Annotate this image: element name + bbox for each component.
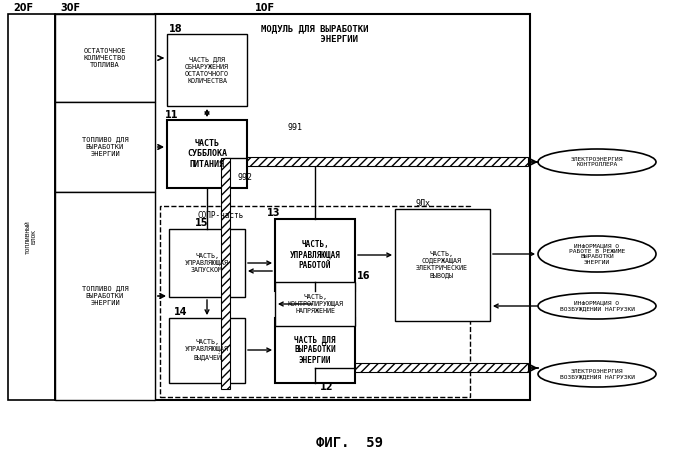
Text: ТОПЛИВО ДЛЯ
ВЫРАБОТКИ
ЭНЕРГИИ: ТОПЛИВО ДЛЯ ВЫРАБОТКИ ЭНЕРГИИ	[82, 137, 129, 157]
Text: ЭЛЕКТРОЭНЕРГИЯ
ВОЗБУЖДЕНИЯ НАГРУЗКИ: ЭЛЕКТРОЭНЕРГИЯ ВОЗБУЖДЕНИЯ НАГРУЗКИ	[559, 369, 635, 380]
Text: 18: 18	[169, 24, 182, 34]
Text: 30F: 30F	[60, 3, 80, 13]
Text: СОПР-часть: СОПР-часть	[198, 212, 244, 221]
Text: ЭЛЕКТРОЭНЕРГИЯ
КОНТРОЛЛЕРА: ЭЛЕКТРОЭНЕРГИЯ КОНТРОЛЛЕРА	[571, 157, 624, 168]
Bar	[221, 158, 230, 389]
Ellipse shape	[538, 361, 656, 387]
Bar	[395, 209, 490, 321]
Bar	[160, 206, 470, 397]
Bar	[55, 102, 155, 192]
Text: ОСТАТОЧНОЕ
КОЛИЧЕСТВО
ТОПЛИВА: ОСТАТОЧНОЕ КОЛИЧЕСТВО ТОПЛИВА	[84, 48, 127, 68]
Text: ФИГ.  59: ФИГ. 59	[315, 436, 382, 450]
Text: МОДУЛЬ ДЛЯ ВЫРАБОТКИ
         ЭНЕРГИИ: МОДУЛЬ ДЛЯ ВЫРАБОТКИ ЭНЕРГИИ	[261, 24, 369, 43]
Bar	[247, 157, 528, 166]
Bar	[169, 318, 245, 383]
Ellipse shape	[538, 236, 656, 272]
Text: ЧАСТЬ,
КОНТРОЛИРУЮЩАЯ
НАПРЯЖЕНИЕ: ЧАСТЬ, КОНТРОЛИРУЮЩАЯ НАПРЯЖЕНИЕ	[287, 294, 343, 314]
Text: ЧАСТЬ
СУББЛОКА
ПИТАНИЯ: ЧАСТЬ СУББЛОКА ПИТАНИЯ	[187, 139, 227, 169]
Bar	[155, 14, 530, 400]
Ellipse shape	[538, 149, 656, 175]
Text: ЧАСТЬ,
УПРАВЛЯЮЩАЯ
ЗАПУСКОМ: ЧАСТЬ, УПРАВЛЯЮЩАЯ ЗАПУСКОМ	[185, 253, 229, 273]
Bar	[275, 282, 355, 326]
Text: ИНФОРМАЦИЯ О
РАБОТЕ В РЕЖИМЕ
ВЫРАБОТКИ
ЭНЕРГИИ: ИНФОРМАЦИЯ О РАБОТЕ В РЕЖИМЕ ВЫРАБОТКИ Э…	[569, 243, 625, 265]
Bar	[275, 219, 355, 291]
Bar	[355, 363, 528, 372]
Bar	[167, 120, 247, 188]
Bar	[55, 14, 155, 102]
Text: 11: 11	[165, 110, 178, 120]
Text: 9Лх: 9Лх	[415, 198, 430, 207]
Text: 10F: 10F	[255, 3, 275, 13]
Text: 12: 12	[320, 382, 333, 392]
Bar	[55, 14, 155, 400]
Text: ТОПЛИВО ДЛЯ
ВЫРАБОТКИ
ЭНЕРГИИ: ТОПЛИВО ДЛЯ ВЫРАБОТКИ ЭНЕРГИИ	[82, 286, 129, 306]
Bar	[55, 192, 155, 400]
Text: 991: 991	[287, 124, 302, 132]
Text: ЧАСТЬ,
УПРАВЛЯЮЩАЯ
ВЫДАЧЕЙ: ЧАСТЬ, УПРАВЛЯЮЩАЯ ВЫДАЧЕЙ	[185, 339, 229, 361]
Text: ЧАСТЬ ДЛЯ
ОБНАРУЖЕНИЯ
ОСТАТОЧНОГО
КОЛИЧЕСТВА: ЧАСТЬ ДЛЯ ОБНАРУЖЕНИЯ ОСТАТОЧНОГО КОЛИЧЕ…	[185, 57, 229, 83]
Text: ЧАСТЬ ДЛЯ
ВЫРАБОТКИ
ЭНЕРГИИ: ЧАСТЬ ДЛЯ ВЫРАБОТКИ ЭНЕРГИИ	[294, 335, 336, 365]
Text: 16: 16	[357, 271, 370, 281]
Text: 15: 15	[195, 218, 208, 228]
Text: ЧАСТЬ,
УПРАВЛЯЮЩАЯ
РАБОТОЙ: ЧАСТЬ, УПРАВЛЯЮЩАЯ РАБОТОЙ	[289, 240, 340, 270]
Text: 14: 14	[174, 307, 187, 317]
Text: ИНФОРМАЦИЯ О
ВОЗБУЖДЕНИИ НАГРУЗКИ: ИНФОРМАЦИЯ О ВОЗБУЖДЕНИИ НАГРУЗКИ	[559, 301, 635, 311]
Bar	[167, 34, 247, 106]
Text: 13: 13	[267, 208, 280, 218]
Text: ТОПЛИВНЫЙ
БЛОК: ТОПЛИВНЫЙ БЛОК	[26, 220, 36, 254]
Ellipse shape	[538, 293, 656, 319]
Bar	[8, 14, 55, 400]
Bar	[275, 318, 355, 383]
Text: 992: 992	[237, 173, 252, 183]
Bar	[169, 229, 245, 297]
Text: ЧАСТЬ,
СОДЕРЖАЩАЯ
ЭЛЕКТРИЧЕСКИЕ
ВЫВОДЫ: ЧАСТЬ, СОДЕРЖАЩАЯ ЭЛЕКТРИЧЕСКИЕ ВЫВОДЫ	[416, 251, 468, 279]
Text: 20F: 20F	[13, 3, 33, 13]
